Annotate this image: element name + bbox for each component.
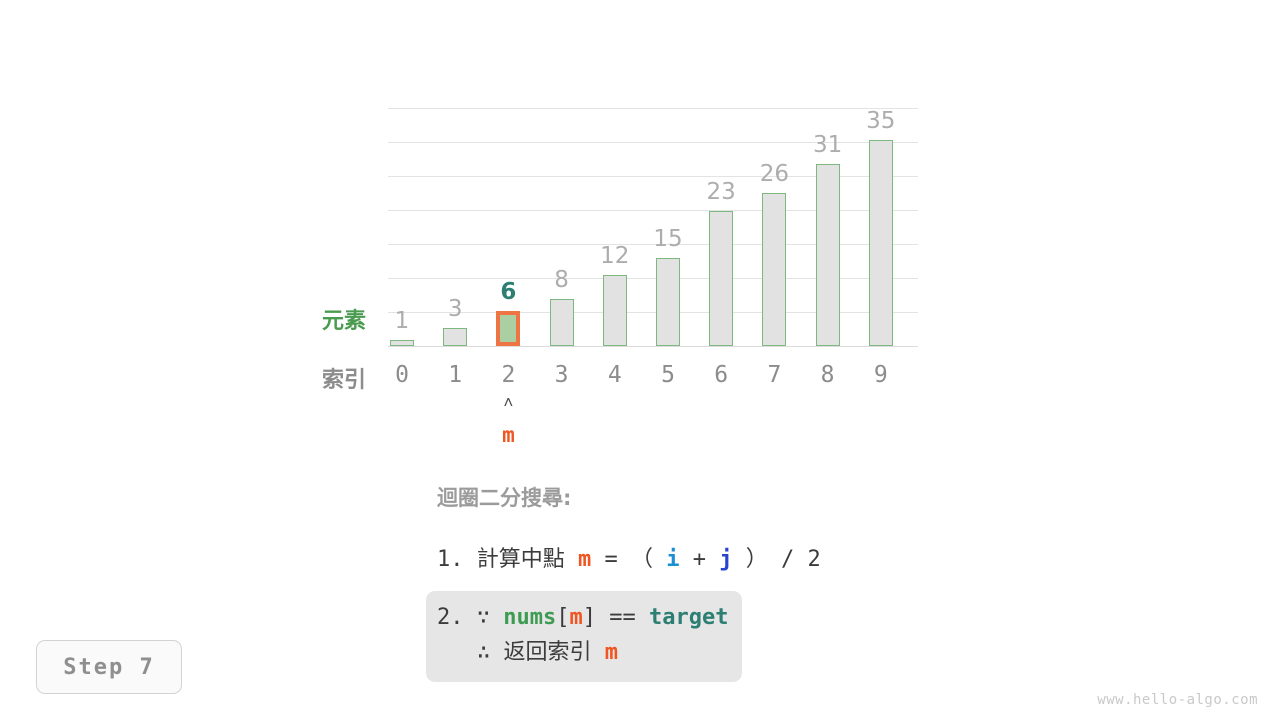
step2-target: target <box>648 604 729 630</box>
bar-value-label: 12 <box>600 243 630 270</box>
x-axis-baseline <box>388 346 918 347</box>
index-label: 5 <box>661 362 675 388</box>
gridline <box>388 210 918 211</box>
bar <box>390 340 414 346</box>
step2-nums: nums <box>503 604 557 630</box>
index-label: 3 <box>554 362 569 388</box>
step2-bracket-open: [ <box>556 604 570 630</box>
bar-value-label: 1 <box>394 308 410 335</box>
step1-plus: + <box>692 547 707 572</box>
gridline <box>388 176 918 177</box>
step2-return-text: 返回索引 <box>503 640 592 666</box>
bar-value-label: 23 <box>706 178 736 205</box>
index-label: 4 <box>607 362 622 388</box>
pointer-caret-icon: ˄ <box>503 393 514 413</box>
watermark: www.hello-algo.com <box>1097 692 1258 708</box>
bar <box>762 192 787 346</box>
step2-eqeq: == <box>609 604 636 630</box>
gridline <box>388 108 918 109</box>
step1-equals: = <box>604 547 618 572</box>
index-label: 2 <box>501 362 516 388</box>
bar <box>549 298 574 346</box>
bar <box>602 275 627 346</box>
gridline <box>388 312 918 313</box>
step2-number: 2. <box>437 604 464 630</box>
step1-var-m: m <box>578 547 592 572</box>
bar-value-label: 31 <box>812 131 843 158</box>
step1-paren-open: （ <box>631 547 654 572</box>
step1-text: 計算中點 <box>476 547 565 572</box>
axis-label-index: 索引 <box>322 368 367 393</box>
bar-chart: 元素 索引 1 0 3 1 6 2 8 3 12 4 15 5 23 6 26 7 31 8 35 9 ˄ m <box>322 108 918 447</box>
bar <box>815 163 840 346</box>
therefore-symbol: ∴ <box>477 640 491 666</box>
bar <box>709 210 734 346</box>
step1-paren-close: ） <box>745 547 768 572</box>
index-label: 9 <box>873 362 888 388</box>
bar-value-label: 6 <box>500 278 517 305</box>
description-step-1: 1. 計算中點 m = （ i + j ） / 2 <box>426 536 856 584</box>
gridline <box>388 142 918 143</box>
index-label: 8 <box>820 362 835 388</box>
step2-line-1: 2. ∵ nums[m] == target <box>437 600 728 636</box>
step1-divisor: 2 <box>807 547 821 572</box>
bar-value-label: 26 <box>759 160 790 187</box>
because-symbol: ∵ <box>476 604 490 630</box>
description-heading: 迴圈二分搜尋: <box>437 486 572 510</box>
gridline <box>388 278 918 279</box>
step1-slash: / <box>781 547 795 572</box>
description-block: 迴圈二分搜尋: 1. 計算中點 m = （ i + j ） / 2 2. ∵ n… <box>426 488 856 682</box>
index-label: 1 <box>448 362 463 388</box>
bar-value-label: 3 <box>447 296 463 323</box>
step1-var-i: i <box>666 547 680 572</box>
step2-bracket-close: ] <box>582 604 596 630</box>
bar-value-label: 8 <box>554 266 569 293</box>
bar-value-label: 15 <box>653 225 683 252</box>
axis-label-element: 元素 <box>322 309 367 334</box>
description-step-2: 2. ∵ nums[m] == target ∴ 返回索引 m <box>426 590 743 682</box>
step-badge: Step 7 <box>36 640 182 694</box>
bar-highlighted <box>496 310 521 346</box>
step1-var-j: j <box>719 547 733 572</box>
bar <box>656 257 680 346</box>
bar <box>868 140 893 346</box>
pointer-label-m: m <box>502 423 515 447</box>
step2-return-var: m <box>604 640 619 666</box>
index-label: 7 <box>767 362 782 388</box>
index-label: 6 <box>714 362 729 388</box>
step2-var-m: m <box>569 604 583 630</box>
index-label: 0 <box>395 362 409 388</box>
gridline <box>388 244 918 245</box>
step1-number: 1. <box>437 547 464 572</box>
bar <box>443 328 468 346</box>
bar-value-label: 35 <box>866 108 896 134</box>
step2-line-2: ∴ 返回索引 m <box>437 635 728 671</box>
